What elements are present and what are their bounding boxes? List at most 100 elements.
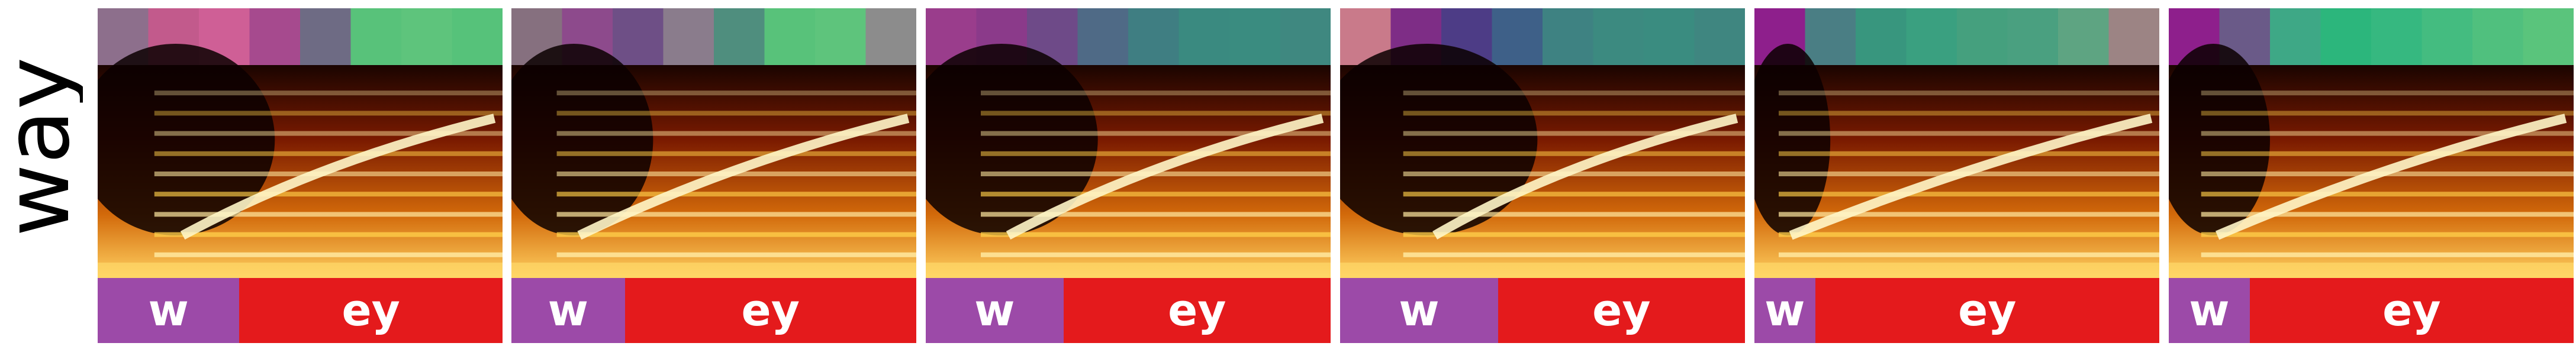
harmonic-band [1403, 151, 1745, 156]
feature-strip-cell [815, 8, 867, 65]
phone-bar-4: w ey [1340, 278, 1745, 343]
feature-strip-cell [613, 8, 664, 65]
feature-strip-cell [2371, 8, 2423, 65]
harmonic-band [557, 90, 916, 95]
feature-strip-cell [765, 8, 816, 65]
harmonic-band [1403, 192, 1745, 196]
harmonic-band [981, 111, 1331, 115]
feature-strip-cell [1078, 8, 1129, 65]
feature-strip-cell [250, 8, 301, 65]
word-label: way [6, 0, 83, 346]
feature-strip-cell [1492, 8, 1544, 65]
harmonic-band [1403, 90, 1745, 95]
harmonic-band [154, 232, 503, 237]
harmonic-band [1403, 212, 1745, 216]
phone-bar-3: w ey [926, 278, 1331, 343]
phone-segment-w: w [1754, 278, 1815, 343]
harmonic-band [1779, 253, 2159, 257]
harmonic-band [557, 232, 916, 237]
phone-bar-6: w ey [2169, 278, 2574, 343]
harmonic-band [557, 151, 916, 156]
harmonic-band [2201, 253, 2574, 257]
feature-strip-cell [1907, 8, 1958, 65]
feature-strip-cell [664, 8, 715, 65]
feature-strip-cell [1957, 8, 2008, 65]
phone-segment-w: w [511, 278, 625, 343]
harmonic-band [1779, 192, 2159, 196]
feature-strip-cell [2008, 8, 2059, 65]
phone-segment-ey: ey [239, 278, 503, 343]
feature-strip-cell [2058, 8, 2110, 65]
panel-4: w ey [1340, 8, 1745, 343]
low-frequency-band [926, 263, 1331, 278]
harmonic-band [2201, 111, 2574, 115]
feature-strip-cell [452, 8, 503, 65]
harmonic-band [1779, 111, 2159, 115]
word-text: way [6, 57, 83, 237]
feature-strip-cell [2523, 8, 2574, 65]
harmonic-band [981, 151, 1331, 156]
harmonic-band [1779, 90, 2159, 95]
feature-strip-cell [714, 8, 765, 65]
feature-strip-cell [1593, 8, 1645, 65]
harmonic-band [2201, 232, 2574, 237]
feature-strip-cell [2321, 8, 2372, 65]
harmonic-band [1403, 232, 1745, 237]
harmonic-band [1779, 151, 2159, 156]
harmonic-band [2201, 90, 2574, 95]
harmonic-band [981, 192, 1331, 196]
harmonic-band [2201, 192, 2574, 196]
harmonic-band [2201, 151, 2574, 156]
panel-graphic-2 [511, 8, 916, 278]
feature-strip-cell [1644, 8, 1695, 65]
harmonic-band [981, 253, 1331, 257]
feature-strip-cell [1179, 8, 1231, 65]
feature-strip-cell [1280, 8, 1331, 65]
feature-strip-cell [1128, 8, 1180, 65]
low-frequency-band [2169, 263, 2574, 278]
harmonic-band [557, 111, 916, 115]
panel-1: w ey [98, 8, 503, 343]
phone-bar-5: w ey [1754, 278, 2159, 343]
phone-segment-ey: ey [2250, 278, 2574, 343]
phone-segment-ey: ey [1815, 278, 2159, 343]
feature-strip-cell [1805, 8, 1857, 65]
harmonic-band [981, 90, 1331, 95]
harmonic-band [154, 192, 503, 196]
feature-strip-cell [2270, 8, 2321, 65]
feature-strip-cell [1695, 8, 1746, 65]
panel-graphic-1 [98, 8, 503, 278]
low-frequency-band [1340, 263, 1745, 278]
harmonic-band [154, 151, 503, 156]
phone-segment-ey: ey [1064, 278, 1331, 343]
panel-3: w ey [926, 8, 1331, 343]
harmonic-band [1779, 232, 2159, 237]
harmonic-band [1403, 111, 1745, 115]
phone-segment-ey: ey [625, 278, 917, 343]
harmonic-band [981, 212, 1331, 216]
harmonic-band [154, 90, 503, 95]
harmonic-band [557, 253, 916, 257]
panel-6: w ey [2169, 8, 2574, 343]
feature-strip-cell [351, 8, 402, 65]
phone-segment-w: w [1340, 278, 1498, 343]
panel-graphic-3 [926, 8, 1331, 278]
panel-graphic-4 [1340, 8, 1745, 278]
low-frequency-band [98, 263, 503, 278]
phone-segment-w: w [98, 278, 239, 343]
phone-segment-ey: ey [1498, 278, 1745, 343]
harmonic-band [154, 253, 503, 257]
harmonic-band [1403, 253, 1745, 257]
feature-strip-cell [2109, 8, 2160, 65]
feature-strip-cell [1543, 8, 1594, 65]
phone-bar-1: w ey [98, 278, 503, 343]
harmonic-band [154, 212, 503, 216]
feature-strip-cell [2422, 8, 2474, 65]
harmonic-band [557, 192, 916, 196]
feature-strip-cell [300, 8, 352, 65]
feature-strip-cell [1856, 8, 1907, 65]
panel-graphic-6 [2169, 8, 2574, 278]
phone-bar-2: w ey [511, 278, 916, 343]
feature-strip-cell [1229, 8, 1281, 65]
feature-strip-cell [2472, 8, 2524, 65]
